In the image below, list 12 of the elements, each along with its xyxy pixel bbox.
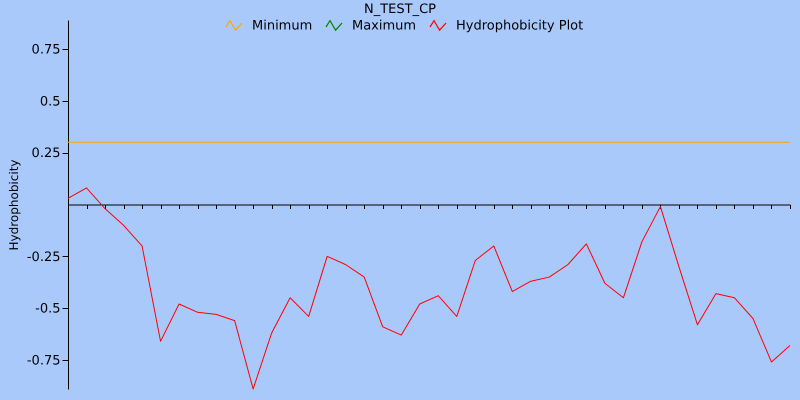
y-tick-label: 0.75 [32, 42, 60, 58]
legend-label: Minimum [252, 18, 312, 34]
y-tick-label: 0.5 [40, 94, 60, 110]
y-tick-label: -0.25 [26, 250, 60, 265]
y-tick-label: 0.25 [32, 146, 60, 162]
legend-label: Hydrophobicity Plot [456, 18, 584, 34]
y-tick-label: -0.5 [35, 302, 60, 317]
y-tick-label: -0.75 [26, 353, 60, 368]
legend-label: Maximum [352, 18, 416, 34]
chart-title: N_TEST_CP [364, 2, 436, 17]
y-axis-title: Hydrophobicity [6, 159, 21, 251]
line-series [68, 187, 790, 390]
